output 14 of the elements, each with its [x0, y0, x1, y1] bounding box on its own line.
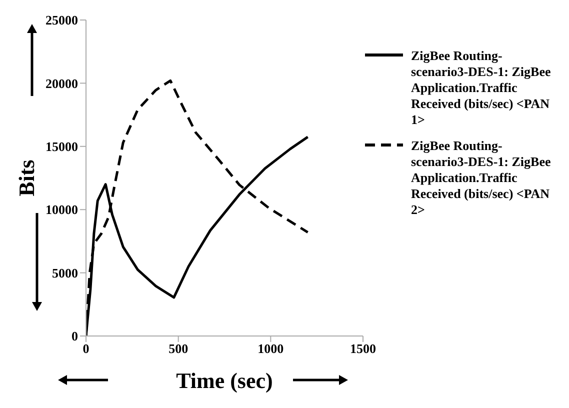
y-tick-label: 0 [72, 328, 78, 344]
y-axis-title: Bits [14, 159, 39, 196]
x-tick-label: 1000 [258, 341, 284, 356]
y-tick-label: 5000 [52, 265, 78, 280]
x-tick-label: 0 [82, 341, 90, 356]
y-tick-label: 25000 [46, 12, 78, 28]
legend-label: ZigBee Routing-scenario3-DES-1: ZigBee Application.Traffic Received (bits/sec) <PAN 1> [411, 48, 552, 128]
x-axis-title: Time (sec) [176, 368, 273, 393]
y-tick-label: 20000 [46, 76, 78, 91]
legend-label: ZigBee Routing-scenario3-DES-1: ZigBee Application.Traffic Received (bits/sec) <PAN 2> [411, 138, 552, 218]
x-tick-label: 500 [168, 341, 188, 356]
y-tick-label: 15000 [46, 139, 78, 154]
x-tick-label: 1500 [350, 341, 376, 356]
y-tick-label: 10000 [46, 202, 78, 218]
